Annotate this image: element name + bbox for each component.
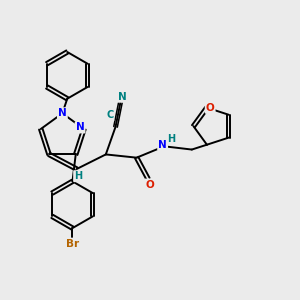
Text: C: C [106, 110, 113, 121]
Text: O: O [145, 180, 154, 190]
Text: N: N [76, 122, 85, 132]
Text: N: N [58, 108, 67, 118]
Text: Br: Br [66, 239, 79, 249]
Text: H: H [167, 134, 175, 144]
Text: H: H [74, 171, 82, 181]
Text: N: N [158, 140, 167, 150]
Text: O: O [206, 103, 214, 113]
Text: N: N [118, 92, 126, 102]
